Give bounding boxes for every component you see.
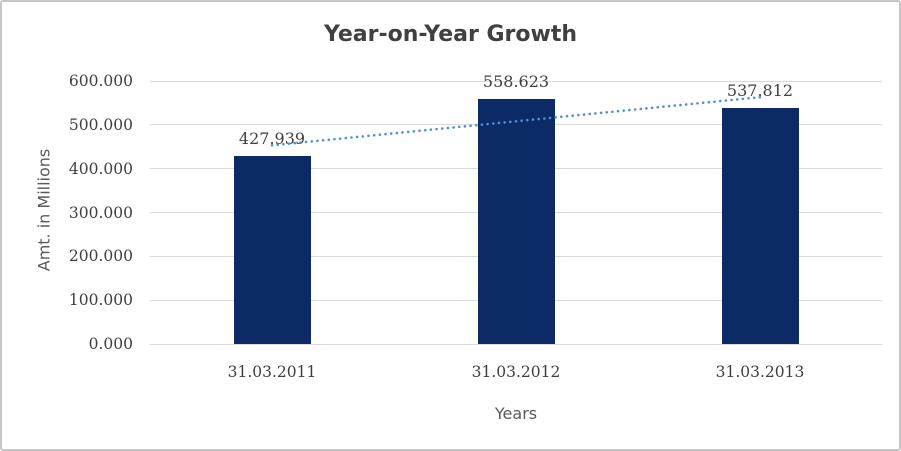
bar bbox=[721, 108, 799, 344]
gridline bbox=[150, 80, 882, 82]
x-tick-label: 31.03.2011 bbox=[227, 363, 317, 381]
gridline bbox=[150, 343, 882, 345]
bar bbox=[233, 156, 311, 344]
y-tick-label: 500.000 bbox=[68, 115, 133, 134]
data-label: 537.812 bbox=[726, 81, 794, 101]
x-tick-label: 31.03.2013 bbox=[715, 363, 805, 381]
x-tick-label: 31.03.2012 bbox=[471, 363, 561, 381]
y-tick-label: 200.000 bbox=[68, 247, 133, 266]
chart-title: Year-on-Year Growth bbox=[323, 22, 578, 47]
data-label: 427.939 bbox=[238, 129, 306, 149]
y-tick-label: 0.000 bbox=[88, 335, 133, 353]
y-tick-label: 300.000 bbox=[68, 203, 133, 222]
y-tick-label: 600.000 bbox=[68, 72, 133, 90]
y-tick-label: 400.000 bbox=[68, 159, 133, 178]
data-label: 558.623 bbox=[482, 72, 550, 92]
x-axis-title: Years bbox=[494, 404, 538, 423]
bar bbox=[477, 99, 555, 344]
y-tick-label: 100.000 bbox=[68, 291, 133, 310]
